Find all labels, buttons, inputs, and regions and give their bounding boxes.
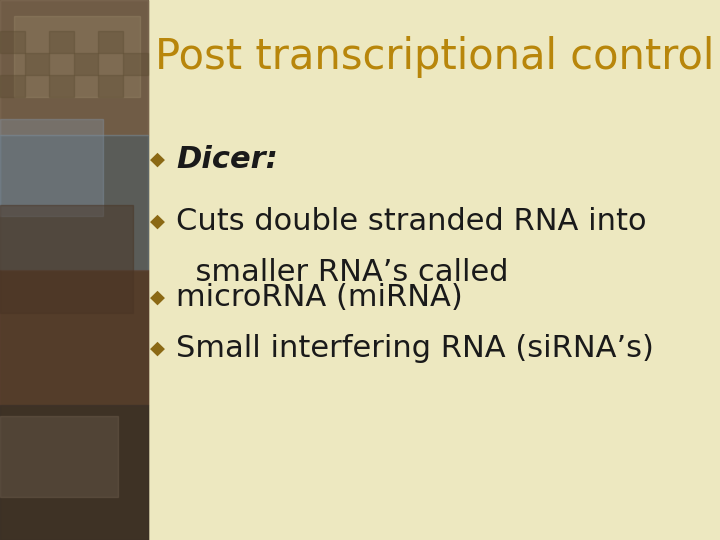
Bar (0, 0, 148, 540)
Bar (73, 53, 99, 75)
Text: Post transcriptional control: Post transcriptional control (155, 36, 714, 78)
Bar (0, 270, 148, 405)
Text: ◆: ◆ (150, 150, 164, 169)
Text: smaller RNA’s called: smaller RNA’s called (176, 258, 509, 287)
Bar (123, 53, 148, 75)
Text: ◆: ◆ (150, 339, 164, 358)
Text: ◆: ◆ (150, 287, 164, 307)
Bar (0, 75, 24, 97)
Bar (0, 119, 104, 216)
Bar (24, 53, 49, 75)
Bar (49, 75, 73, 97)
Text: Small interfering RNA (siRNA’s): Small interfering RNA (siRNA’s) (176, 334, 654, 363)
Text: ◆: ◆ (150, 212, 164, 231)
Bar (0, 31, 24, 53)
Text: Dicer:: Dicer: (176, 145, 278, 174)
Bar (0, 416, 118, 497)
Bar (0, 405, 148, 540)
Bar (99, 75, 123, 97)
Bar (14, 16, 140, 97)
Text: microRNA (miRNA): microRNA (miRNA) (176, 282, 463, 312)
Bar (0, 0, 148, 135)
Text: Cuts double stranded RNA into: Cuts double stranded RNA into (176, 207, 647, 236)
Bar (49, 31, 73, 53)
Bar (0, 135, 148, 270)
Bar (0, 205, 133, 313)
Bar (99, 31, 123, 53)
